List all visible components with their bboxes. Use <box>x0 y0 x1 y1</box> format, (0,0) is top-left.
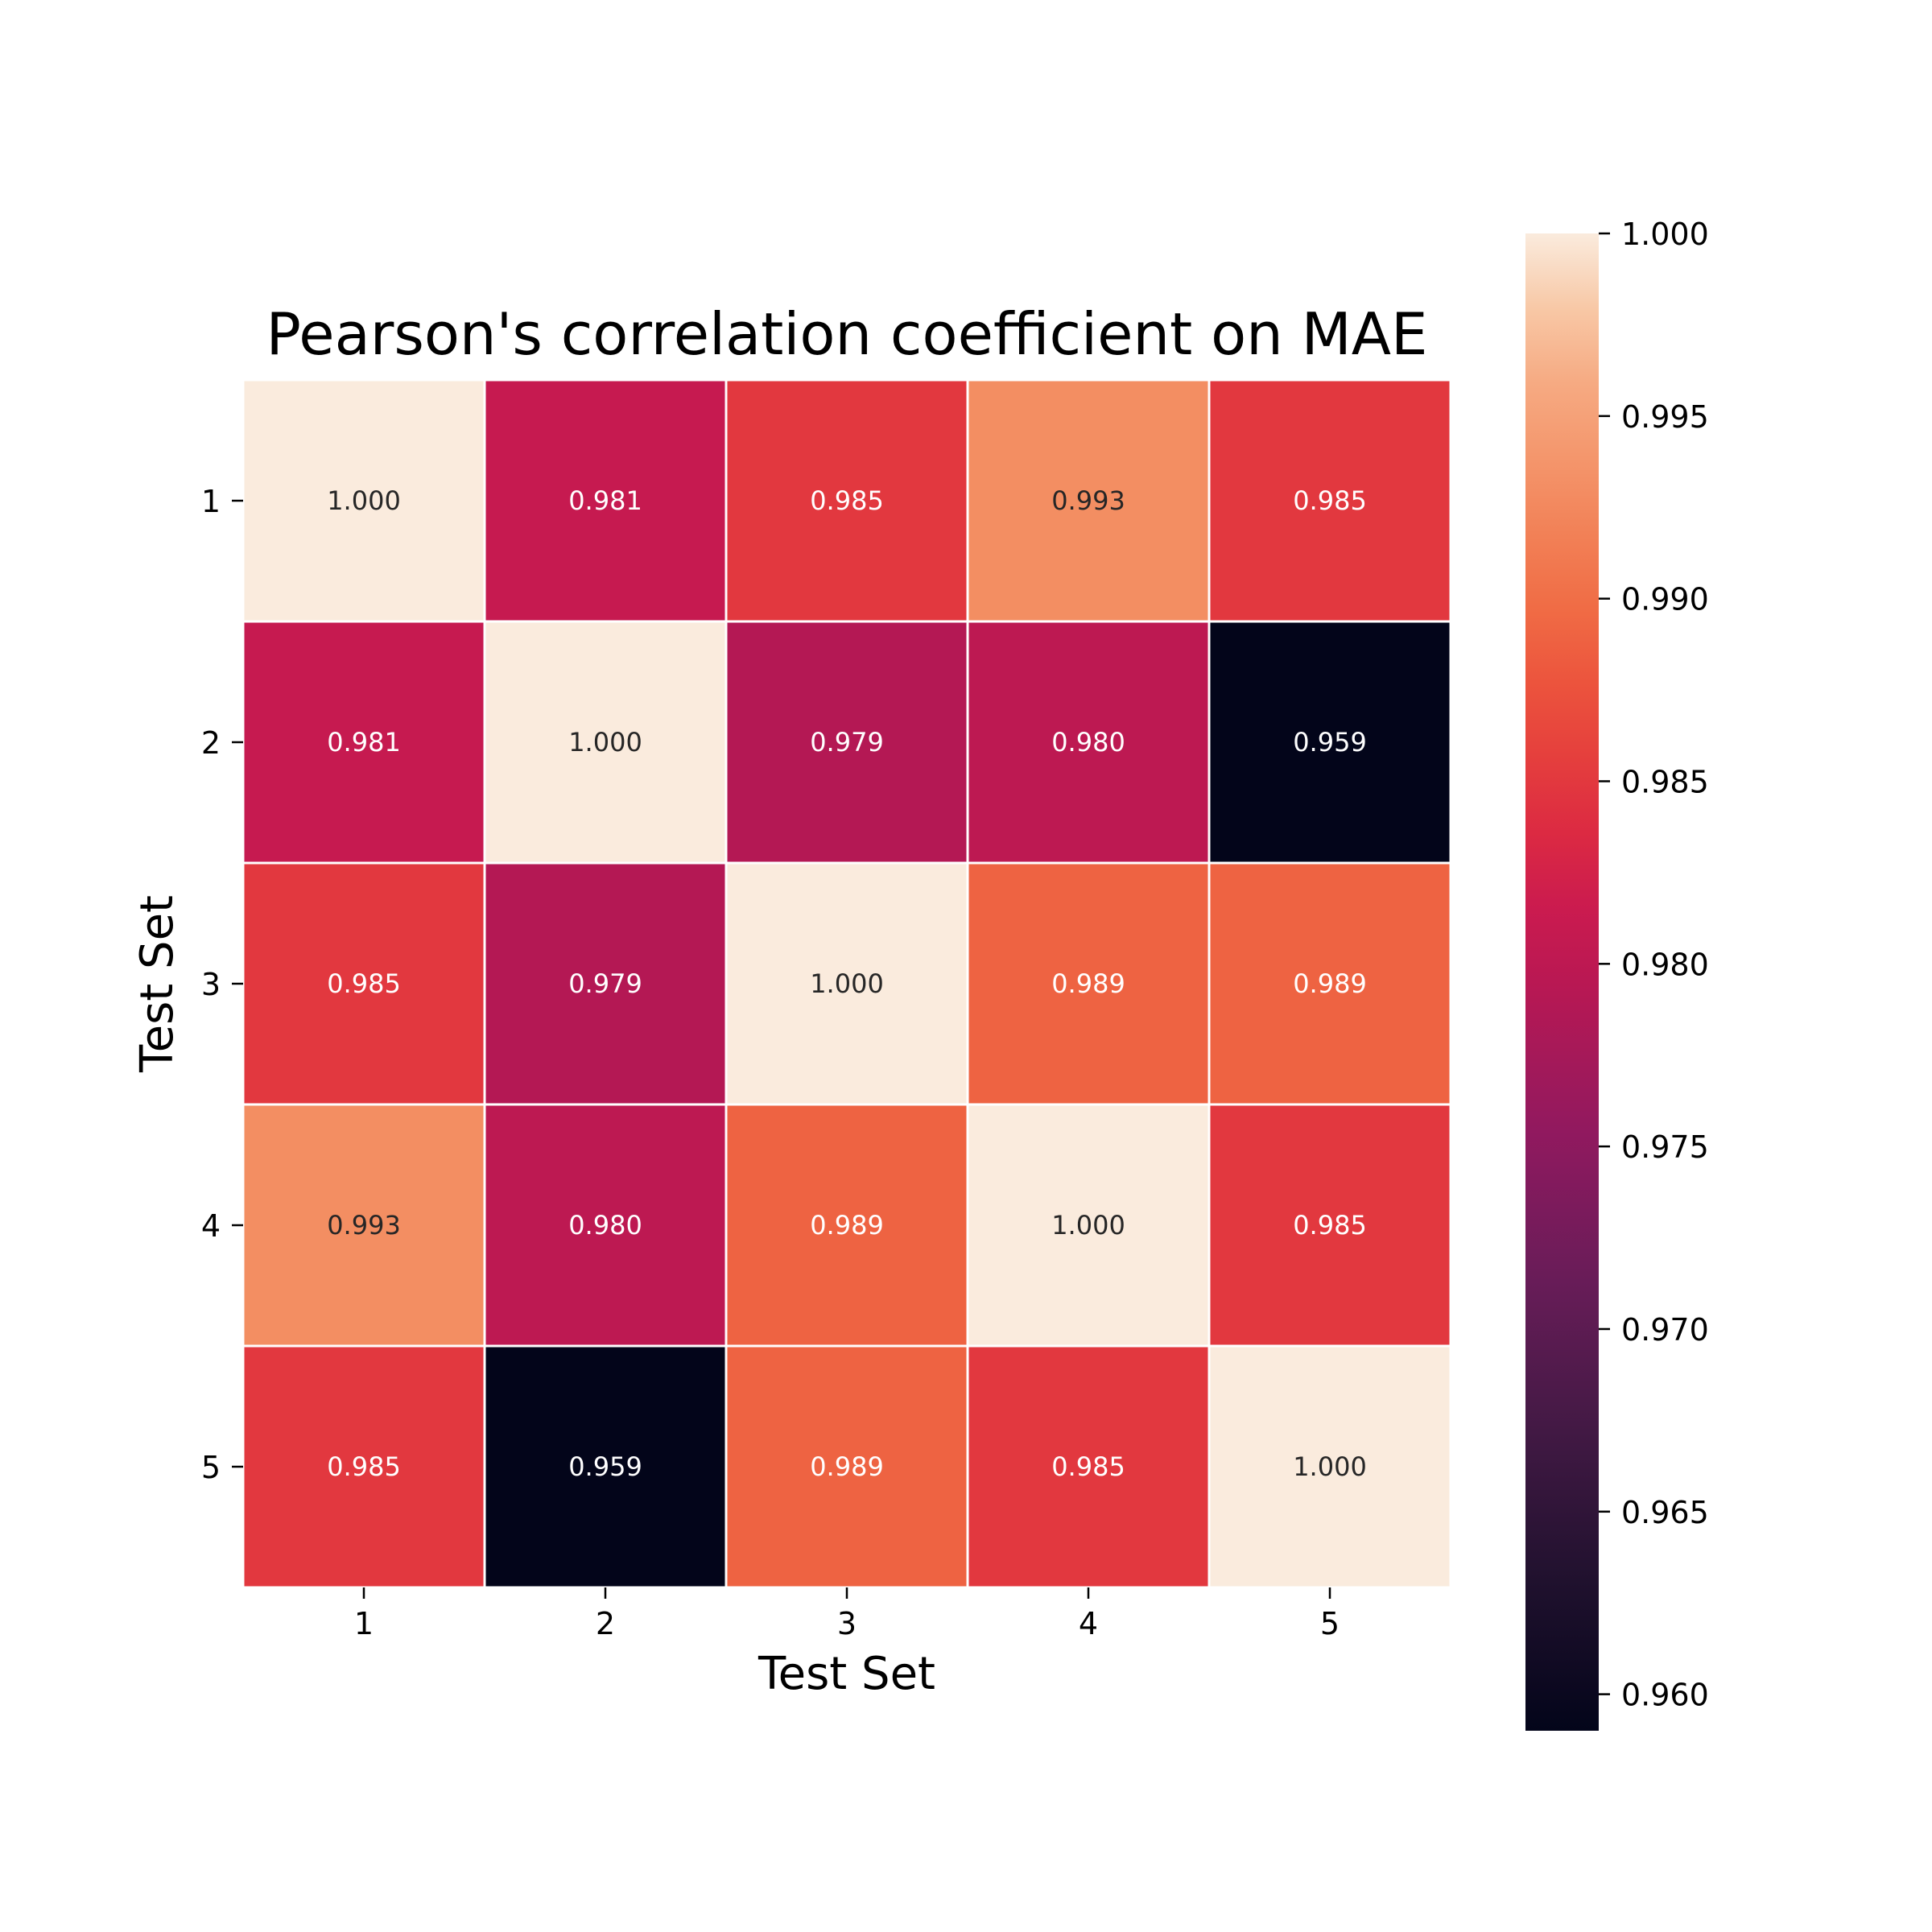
colorbar-tick-label: 0.980 <box>1621 947 1709 982</box>
cell-value-label: 0.985 <box>810 485 884 516</box>
cell-value-label: 0.979 <box>810 727 884 758</box>
cell-value-label: 0.989 <box>810 1210 884 1241</box>
cell-value-label: 0.989 <box>1051 968 1125 999</box>
colorbar-tick-label: 0.995 <box>1621 399 1709 435</box>
y-tick-label: 4 <box>201 1208 221 1244</box>
x-tick-label: 1 <box>354 1606 374 1641</box>
colorbar-tick-label: 0.985 <box>1621 764 1709 799</box>
heatmap-cell <box>242 378 486 623</box>
cell-value-label: 0.980 <box>568 1210 642 1241</box>
heatmap-cell <box>1208 378 1452 623</box>
heatmap-cell <box>483 861 728 1106</box>
heatmap-cell <box>724 861 969 1106</box>
cell-value-label: 0.993 <box>1051 485 1125 516</box>
cell-value-label: 1.000 <box>568 727 642 758</box>
x-axis: 1 2 3 4 5 <box>354 1587 1340 1641</box>
colorbar-ticks: 0.960 0.965 0.970 0.975 0.980 0.985 0.990 0.995… <box>1599 217 1709 1713</box>
cell-value-label: 0.979 <box>568 968 642 999</box>
heatmap-cell <box>483 378 728 623</box>
x-tick-label: 2 <box>596 1606 615 1641</box>
cell-value-label: 1.000 <box>1051 1210 1125 1241</box>
heatmap-cell <box>724 620 969 865</box>
heatmap-cell <box>1208 1103 1452 1348</box>
heatmap-cell <box>724 378 969 623</box>
y-axis: 1 2 3 4 5 <box>201 484 243 1485</box>
chart-title: Pearson's correlation coefficient on MAE <box>266 300 1427 368</box>
cell-value-label: 0.989 <box>810 1451 884 1482</box>
colorbar-tick-label: 0.990 <box>1621 582 1709 617</box>
y-tick-label: 5 <box>201 1450 221 1485</box>
cell-value-label: 0.993 <box>327 1210 401 1241</box>
y-tick-label: 3 <box>201 967 221 1002</box>
colorbar <box>1525 233 1599 1731</box>
colorbar-tick-label: 0.970 <box>1621 1312 1709 1348</box>
cell-value-label: 0.989 <box>1293 968 1367 999</box>
heatmap-cell <box>1208 620 1452 865</box>
heatmap-cell <box>724 1103 969 1348</box>
heatmap-cell <box>242 1344 486 1589</box>
cell-value-label: 0.959 <box>568 1451 642 1482</box>
colorbar-tick-label: 0.975 <box>1621 1129 1709 1165</box>
heatmap-cell <box>1208 861 1452 1106</box>
heatmap-cell <box>724 1344 969 1589</box>
cell-value-label: 1.000 <box>810 968 884 999</box>
heatmap-cell <box>966 861 1211 1106</box>
x-tick-label: 4 <box>1079 1606 1098 1641</box>
cell-value-label: 0.985 <box>1293 485 1367 516</box>
cell-value-label: 0.985 <box>1293 1210 1367 1241</box>
y-tick-label: 1 <box>201 484 221 519</box>
cell-value-label: 1.000 <box>327 485 401 516</box>
y-axis-label: Test Set <box>131 895 184 1073</box>
cell-value-label: 0.981 <box>327 727 401 758</box>
x-tick-label: 5 <box>1320 1606 1340 1641</box>
heatmap-cell <box>966 378 1211 623</box>
heatmap-cells: 1.000 0.981 0.985 0.993 0.985 0.981 1.000 0.979… <box>242 378 1452 1589</box>
heatmap-cell <box>483 1103 728 1348</box>
cell-value-label: 0.981 <box>568 485 642 516</box>
heatmap-cell <box>966 1103 1211 1348</box>
cell-value-label: 0.985 <box>327 968 401 999</box>
colorbar-tick-label: 1.000 <box>1621 217 1709 252</box>
colorbar-tick-label: 0.965 <box>1621 1495 1709 1530</box>
cell-value-label: 0.985 <box>1051 1451 1125 1482</box>
cell-value-label: 0.959 <box>1293 727 1367 758</box>
heatmap-cell <box>242 620 486 865</box>
heatmap-cell <box>483 1344 728 1589</box>
colorbar-tick-label: 0.960 <box>1621 1678 1709 1713</box>
x-axis-label: Test Set <box>758 1648 935 1700</box>
cell-value-label: 1.000 <box>1293 1451 1367 1482</box>
y-tick-label: 2 <box>201 725 221 761</box>
cell-value-label: 0.980 <box>1051 727 1125 758</box>
cell-value-label: 0.985 <box>327 1451 401 1482</box>
x-tick-label: 3 <box>837 1606 857 1641</box>
heatmap-cell <box>1208 1344 1452 1589</box>
